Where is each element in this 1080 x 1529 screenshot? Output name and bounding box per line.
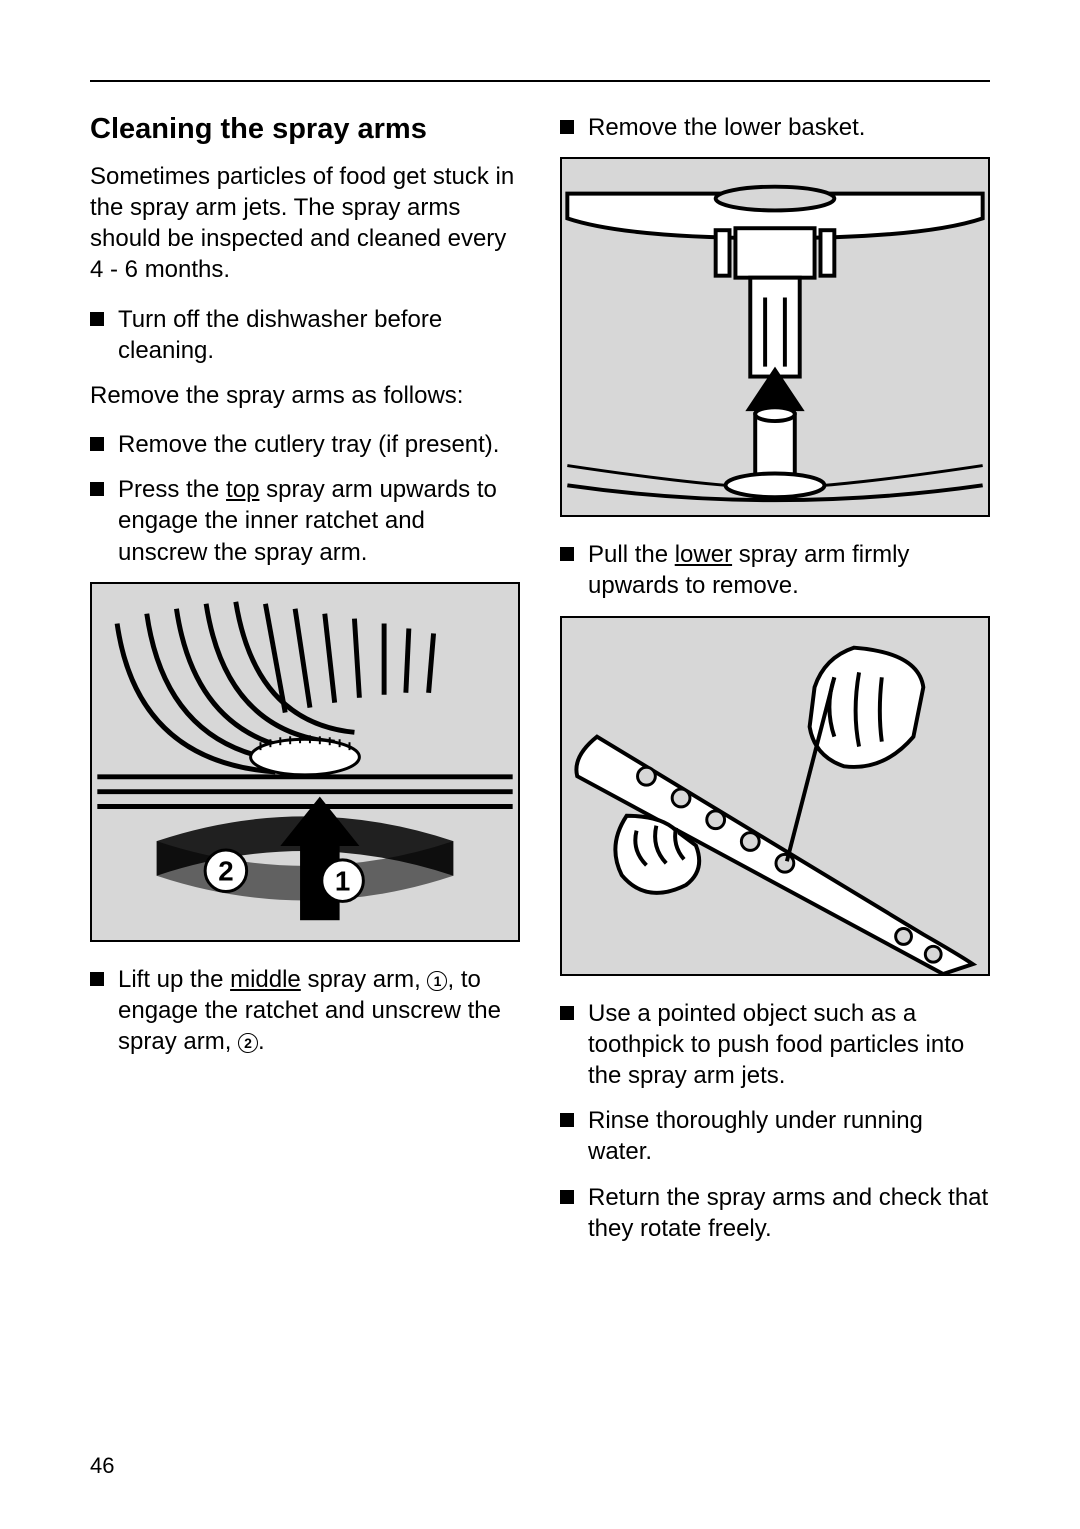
fig1-label-1: 1	[335, 865, 350, 896]
step-remove-basket: Remove the lower basket.	[560, 112, 990, 143]
step-turn-off: Turn off the dishwasher before cleaning.	[90, 304, 520, 366]
two-columns: Cleaning the spray arms Sometimes partic…	[90, 112, 990, 1258]
page-number: 46	[90, 1453, 114, 1479]
figure3-svg	[562, 618, 988, 974]
step-text: Press the top spray arm upwards to engag…	[118, 474, 520, 568]
text-mid: spray arm,	[301, 966, 428, 993]
fig1-label-2: 2	[218, 856, 233, 887]
figure2-svg	[562, 159, 988, 515]
paragraph-remove-follows: Remove the spray arms as follows:	[90, 380, 520, 411]
bullet-icon	[560, 1006, 574, 1020]
figure-clean-jets	[560, 616, 990, 976]
text-pre: Pull the	[588, 541, 675, 568]
top-rule	[90, 80, 990, 82]
step-press-top: Press the top spray arm upwards to engag…	[90, 474, 520, 568]
step-text: Turn off the dishwasher before cleaning.	[118, 304, 520, 366]
step-return-arms: Return the spray arms and check that the…	[560, 1182, 990, 1244]
bullet-icon	[560, 1113, 574, 1127]
circled-2: 2	[238, 1033, 258, 1053]
bullet-icon	[90, 482, 104, 496]
section-heading: Cleaning the spray arms	[90, 112, 520, 147]
right-column: Remove the lower basket.	[560, 112, 990, 1258]
step-text: Pull the lower spray arm firmly upwards …	[588, 539, 990, 601]
manual-page: Cleaning the spray arms Sometimes partic…	[0, 0, 1080, 1529]
step-pull-lower: Pull the lower spray arm firmly upwards …	[560, 539, 990, 601]
left-column: Cleaning the spray arms Sometimes partic…	[90, 112, 520, 1258]
step-text: Use a pointed object such as a toothpick…	[588, 998, 990, 1092]
bullet-icon	[560, 547, 574, 561]
step-remove-cutlery: Remove the cutlery tray (if present).	[90, 429, 520, 460]
figure-lower-spray-arm-remove	[560, 157, 990, 517]
step-text: Rinse thoroughly under running water.	[588, 1105, 990, 1167]
figure1-svg: 1 2	[92, 584, 518, 940]
bullet-icon	[90, 312, 104, 326]
step-text: Remove the cutlery tray (if present).	[118, 429, 520, 460]
bullet-icon	[560, 1190, 574, 1204]
text-underline-lower: lower	[675, 541, 732, 568]
bullet-icon	[90, 437, 104, 451]
circled-1: 1	[427, 971, 447, 991]
bullet-icon	[560, 120, 574, 134]
text-end: .	[258, 1028, 265, 1055]
step-rinse: Rinse thoroughly under running water.	[560, 1105, 990, 1167]
step-text: Remove the lower basket.	[588, 112, 990, 143]
step-text: Lift up the middle spray arm, 1, to enga…	[118, 964, 520, 1058]
step-text: Return the spray arms and check that the…	[588, 1182, 990, 1244]
figure-middle-spray-arm: 1 2	[90, 582, 520, 942]
text-pre: Lift up the	[118, 966, 230, 993]
text-underline-top: top	[226, 476, 259, 503]
text-underline-middle: middle	[230, 966, 301, 993]
text-pre: Press the	[118, 476, 226, 503]
step-lift-middle: Lift up the middle spray arm, 1, to enga…	[90, 964, 520, 1058]
bullet-icon	[90, 972, 104, 986]
intro-paragraph: Sometimes particles of food get stuck in…	[90, 161, 520, 286]
step-use-toothpick: Use a pointed object such as a toothpick…	[560, 998, 990, 1092]
